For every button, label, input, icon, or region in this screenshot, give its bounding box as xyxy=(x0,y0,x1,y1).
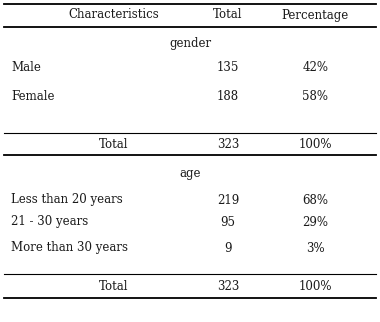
Text: 135: 135 xyxy=(217,62,239,74)
Text: Total: Total xyxy=(99,137,129,150)
Text: 188: 188 xyxy=(217,90,239,102)
Text: 68%: 68% xyxy=(302,194,328,206)
Text: 95: 95 xyxy=(220,215,236,229)
Text: Total: Total xyxy=(99,279,129,292)
Text: 3%: 3% xyxy=(306,242,325,254)
Text: Total: Total xyxy=(213,8,243,22)
Text: 323: 323 xyxy=(217,279,239,292)
Text: 100%: 100% xyxy=(299,279,332,292)
Text: Less than 20 years: Less than 20 years xyxy=(11,194,123,206)
Text: Percentage: Percentage xyxy=(282,8,349,22)
Text: Male: Male xyxy=(11,62,41,74)
Text: 219: 219 xyxy=(217,194,239,206)
Text: Female: Female xyxy=(11,90,55,102)
Text: 58%: 58% xyxy=(302,90,328,102)
Text: 323: 323 xyxy=(217,137,239,150)
Text: gender: gender xyxy=(169,36,211,50)
Text: 21 - 30 years: 21 - 30 years xyxy=(11,215,89,229)
Text: 100%: 100% xyxy=(299,137,332,150)
Text: 29%: 29% xyxy=(302,215,328,229)
Text: 9: 9 xyxy=(224,242,232,254)
Text: Characteristics: Characteristics xyxy=(69,8,159,22)
Text: More than 30 years: More than 30 years xyxy=(11,242,128,254)
Text: age: age xyxy=(179,167,201,181)
Text: 42%: 42% xyxy=(302,62,328,74)
